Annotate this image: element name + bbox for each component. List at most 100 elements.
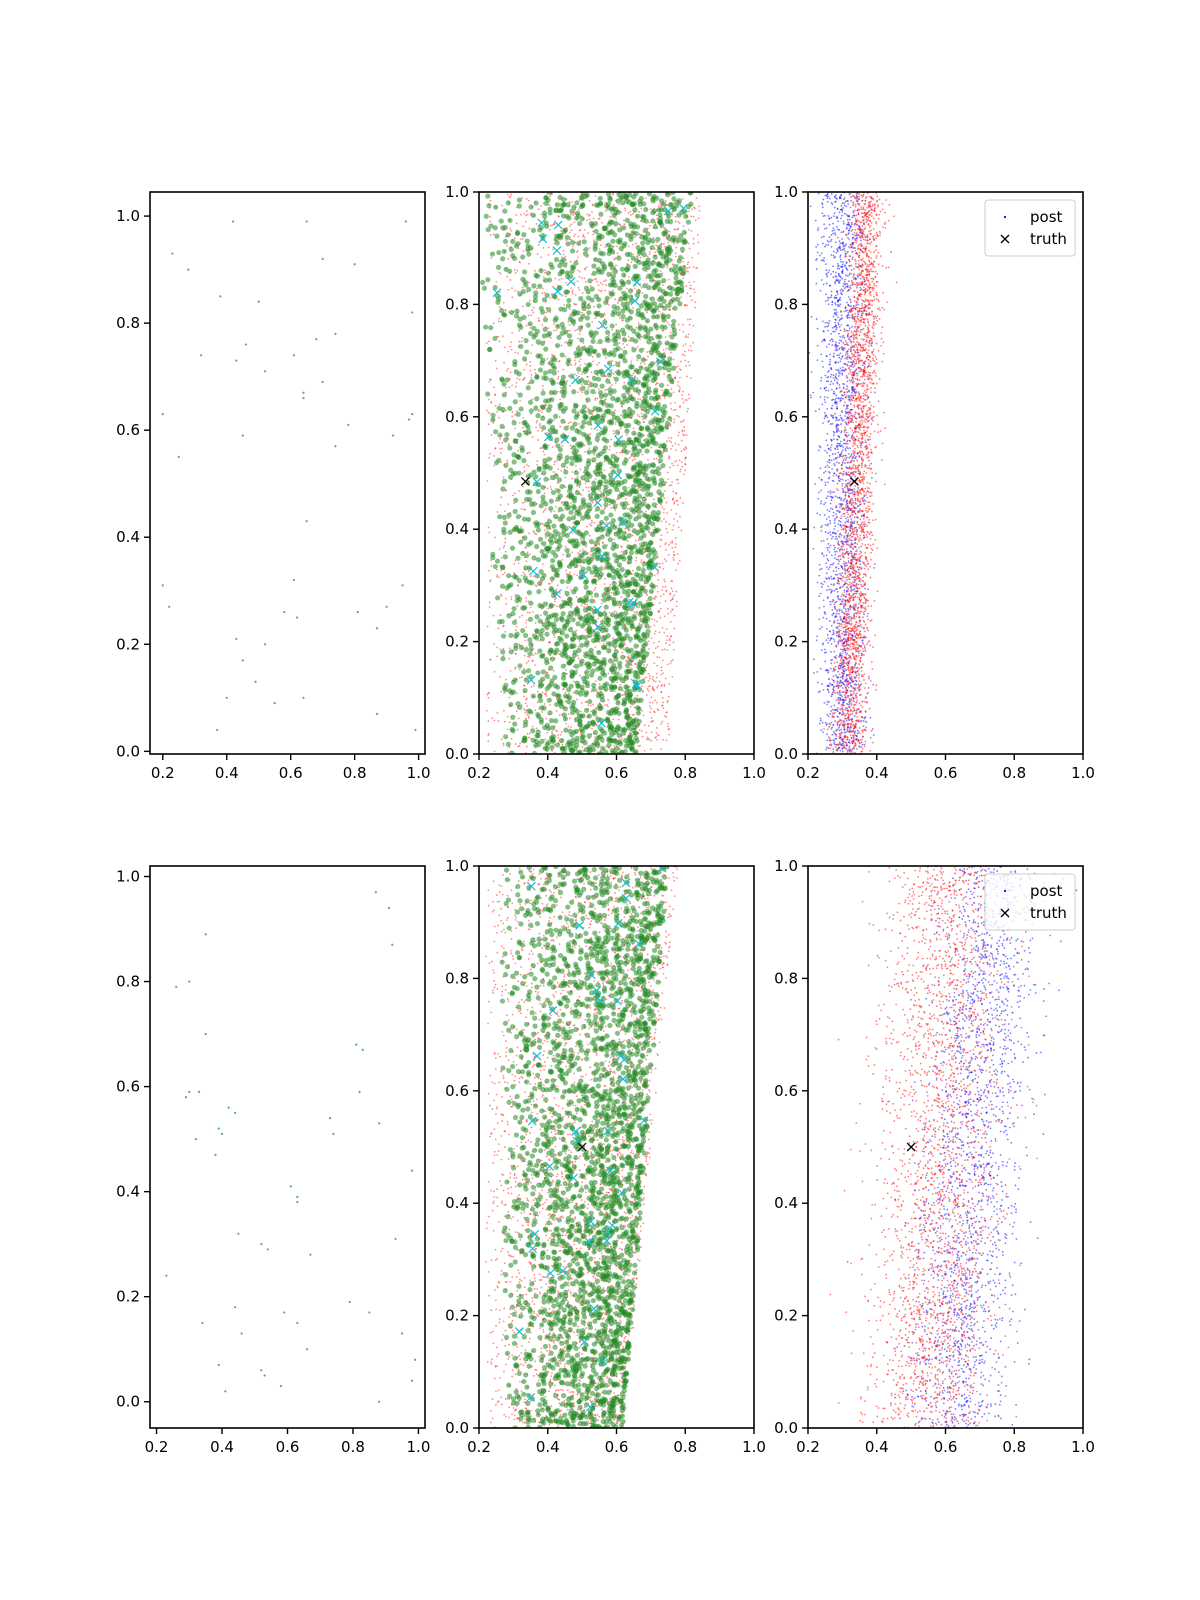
data-point (539, 627, 545, 634)
data-point (581, 419, 587, 425)
data-point (666, 639, 668, 642)
data-point (283, 611, 286, 614)
data-point (616, 503, 619, 506)
data-point (544, 686, 550, 692)
data-point (574, 200, 580, 206)
data-point (681, 239, 687, 246)
data-point (662, 672, 664, 675)
data-point (650, 721, 653, 723)
data-point (673, 275, 679, 281)
data-point (570, 737, 576, 743)
data-point (411, 413, 414, 416)
data-point (601, 326, 604, 329)
data-point (672, 497, 674, 500)
data-point (653, 619, 656, 621)
data-point (595, 352, 602, 358)
data-point (675, 500, 678, 502)
data-point (618, 342, 621, 344)
data-point (514, 427, 516, 430)
data-point (560, 344, 563, 347)
data-point (595, 277, 598, 280)
data-point (598, 519, 605, 526)
data-point (505, 741, 511, 747)
data-point (502, 709, 505, 712)
data-point (570, 364, 573, 366)
data-point (624, 449, 630, 455)
y-tick-label: 0.4 (116, 528, 140, 546)
data-point (537, 317, 540, 320)
data-point (592, 246, 598, 252)
data-point (689, 295, 692, 298)
data-point (504, 308, 507, 311)
data-point (507, 405, 513, 411)
data-point (658, 610, 660, 613)
data-point (543, 271, 546, 274)
data-point (487, 423, 490, 426)
data-point (391, 434, 395, 437)
data-point (666, 367, 672, 373)
data-point (527, 451, 529, 454)
data-point (686, 318, 689, 321)
data-point (525, 464, 528, 466)
data-point (632, 307, 635, 309)
data-point (650, 314, 657, 320)
data-point (674, 546, 677, 549)
data-point (495, 367, 498, 370)
data-point (546, 732, 549, 734)
data-point (605, 633, 611, 639)
data-point (520, 676, 523, 679)
data-point (505, 369, 508, 372)
data-point (521, 426, 524, 429)
data-point (487, 692, 490, 695)
data-point (603, 583, 606, 585)
data-point (686, 292, 689, 295)
data-point (617, 718, 620, 721)
data-point (523, 282, 529, 288)
data-point (583, 362, 586, 365)
data-point (683, 213, 689, 220)
data-point (680, 461, 683, 464)
data-point (615, 611, 618, 614)
data-point (625, 620, 631, 626)
data-point (568, 384, 571, 387)
data-point (684, 359, 687, 362)
data-point (638, 393, 640, 396)
data-point (623, 346, 626, 349)
data-point (592, 217, 595, 220)
data-point (570, 606, 572, 609)
data-point (533, 200, 539, 206)
data-point (524, 546, 527, 549)
data-point (522, 250, 525, 253)
data-point (682, 225, 685, 228)
data-point (618, 669, 621, 671)
data-point (687, 336, 689, 339)
data-point (685, 375, 688, 378)
data-point (629, 705, 632, 708)
data-point (605, 388, 608, 391)
data-point (500, 569, 503, 572)
data-point (603, 469, 606, 472)
data-point (641, 685, 643, 688)
data-point (565, 360, 571, 366)
data-point (488, 340, 490, 343)
data-point (523, 368, 525, 371)
data-point (628, 456, 631, 459)
data-point (685, 364, 687, 367)
data-point (547, 444, 550, 447)
data-point (672, 557, 675, 559)
data-point (487, 720, 490, 722)
data-point (549, 641, 552, 644)
data-point (537, 679, 543, 685)
data-point (682, 257, 685, 260)
data-point (534, 628, 540, 634)
data-point (595, 280, 598, 283)
data-point (554, 233, 560, 239)
data-point (513, 572, 516, 575)
data-point (596, 303, 602, 309)
data-point (692, 237, 695, 240)
data-point (565, 552, 572, 558)
data-point (648, 648, 650, 650)
data-point (542, 247, 545, 249)
data-point (629, 529, 631, 531)
data-point (684, 399, 686, 401)
